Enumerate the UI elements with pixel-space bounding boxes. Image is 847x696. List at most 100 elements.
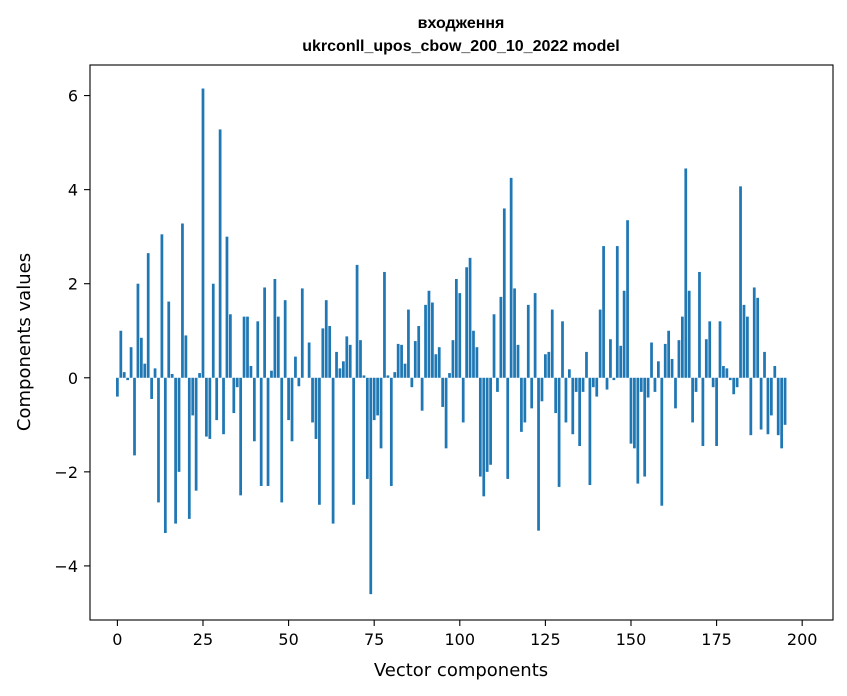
bar-190 [766,377,770,435]
bar-87 [413,341,417,378]
bar-61 [324,300,328,378]
bar-112 [499,296,503,378]
bar-125 [544,354,547,378]
bar-40 [252,377,256,442]
bar-88 [417,326,421,378]
bar-97 [448,373,451,378]
y-tick-label: 6 [68,87,78,106]
bar-143 [605,377,609,390]
bar-52 [294,356,297,378]
bar-136 [581,377,585,392]
bar-142 [602,246,605,378]
bar-18 [177,377,181,472]
bar-107 [482,377,486,497]
bar-150 [629,377,633,444]
bar-111 [496,377,499,392]
x-tick-label: 150 [616,630,647,649]
x-tick-label: 100 [445,630,476,649]
bar-154 [643,377,647,477]
bar-192 [773,366,777,378]
x-tick-label: 25 [193,630,213,649]
bar-81 [393,372,397,378]
bar-115 [509,177,513,378]
bar-103 [468,257,472,378]
bar-17 [174,377,177,524]
bar-16 [170,374,174,378]
y-tick-label: 4 [68,181,78,200]
bar-85 [407,309,410,378]
bar-2 [122,372,126,378]
y-tick-label: 0 [68,369,78,388]
bar-84 [403,363,407,378]
bar-146 [615,246,619,378]
bar-124 [540,377,544,402]
bar-10 [150,377,153,399]
bar-76 [376,377,379,416]
bar-30 [218,129,222,378]
bar-138 [588,377,592,486]
bar-153 [639,377,643,392]
bar-168 [691,377,694,423]
bar-123 [537,377,540,531]
bars-group [116,88,787,595]
bar-8 [143,363,147,378]
bar-158 [657,361,660,378]
bar-33 [229,314,232,378]
bar-11 [153,368,157,378]
bar-184 [746,316,749,378]
bar-128 [554,377,558,414]
bar-89 [420,377,424,411]
bar-29 [215,377,219,421]
bar-74 [369,377,373,595]
bar-147 [619,345,623,378]
bar-139 [591,377,595,388]
bar-72 [362,375,366,378]
bar-102 [465,267,469,378]
bar-80 [389,377,393,486]
bar-113 [502,208,506,378]
bar-144 [609,339,612,378]
bar-180 [732,377,736,395]
bar-174 [711,377,715,388]
bar-151 [633,377,636,449]
bar-19 [181,223,184,378]
bar-45 [270,370,273,378]
bar-182 [739,186,742,378]
bar-114 [506,377,510,479]
bar-75 [372,377,376,421]
x-tick-label: 75 [364,630,384,649]
bar-68 [348,344,352,378]
bar-46 [273,279,277,378]
bar-39 [249,366,253,378]
bar-78 [383,271,386,378]
bar-24 [198,373,201,378]
plot-frame [89,64,834,621]
bar-66 [342,361,345,378]
bar-191 [770,377,773,416]
bar-94 [437,347,441,378]
bar-96 [444,377,448,449]
bar-50 [287,377,290,421]
bar-185 [749,377,753,436]
bar-12 [157,377,160,503]
bar-167 [687,290,691,378]
x-tick-label: 200 [787,630,818,649]
bar-70 [355,264,359,378]
bar-51 [290,377,294,442]
bar-41 [256,321,260,378]
bar-134 [574,377,578,392]
bar-181 [735,377,739,388]
bar-34 [232,377,236,414]
bar-95 [441,377,445,407]
bar-105 [475,347,479,378]
x-tick-label: 125 [530,630,561,649]
bar-100 [458,293,462,378]
bar-98 [451,340,455,378]
bar-64 [335,351,338,378]
bar-9 [146,253,150,378]
chart-subtitle: ukrconll_upos_cbow_200_10_2022 model [302,38,619,55]
bar-169 [694,377,698,392]
bar-92 [431,302,434,378]
x-tick-label: 50 [278,630,298,649]
bar-126 [547,351,551,378]
